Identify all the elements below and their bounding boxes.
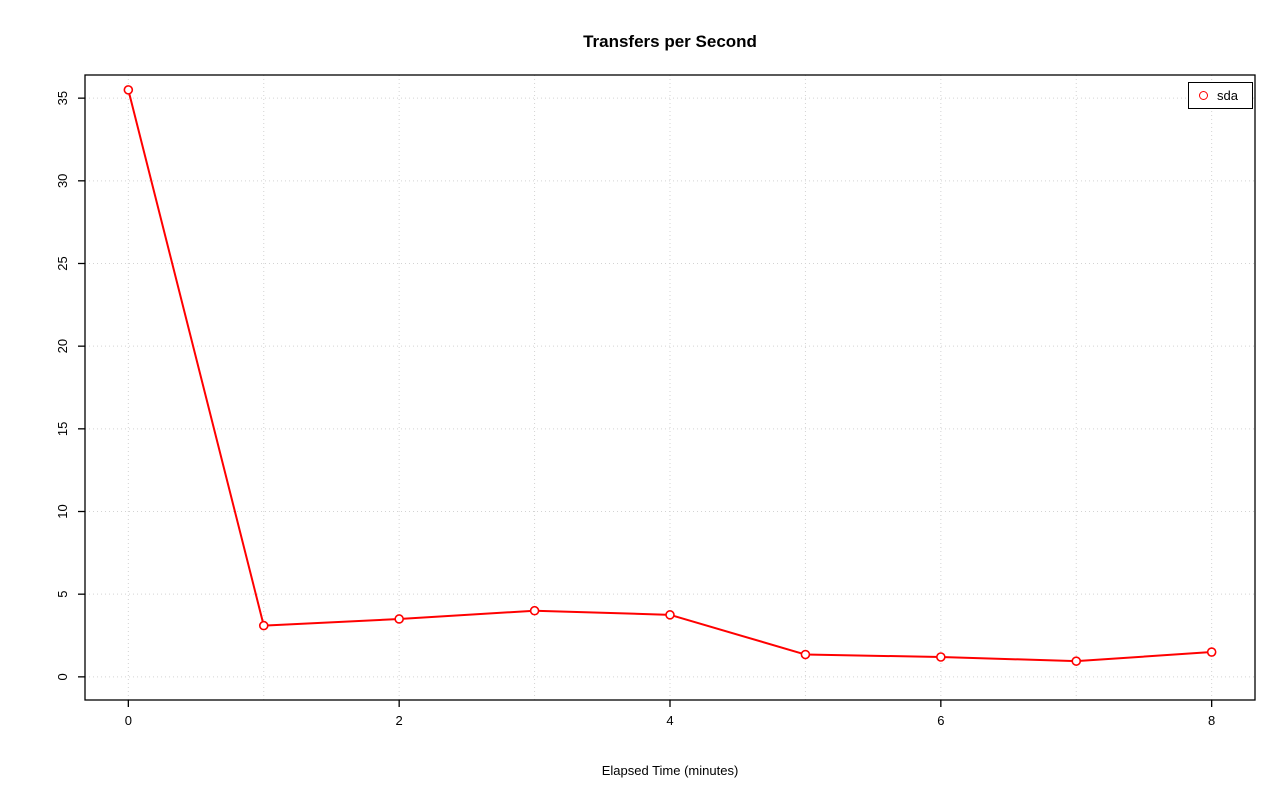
svg-text:6: 6 xyxy=(937,713,944,728)
legend-series-label: sda xyxy=(1217,88,1238,103)
svg-text:15: 15 xyxy=(55,422,70,436)
svg-text:4: 4 xyxy=(666,713,673,728)
legend: sda xyxy=(1188,82,1253,109)
svg-text:0: 0 xyxy=(125,713,132,728)
svg-text:10: 10 xyxy=(55,504,70,518)
svg-text:8: 8 xyxy=(1208,713,1215,728)
svg-text:5: 5 xyxy=(55,591,70,598)
svg-text:35: 35 xyxy=(55,91,70,105)
svg-text:2: 2 xyxy=(396,713,403,728)
svg-text:0: 0 xyxy=(55,673,70,680)
svg-text:30: 30 xyxy=(55,174,70,188)
svg-text:20: 20 xyxy=(55,339,70,353)
chart-title: Transfers per Second xyxy=(583,32,757,51)
svg-text:25: 25 xyxy=(55,256,70,270)
x-axis-label: Elapsed Time (minutes) xyxy=(601,763,739,778)
series-marker-icon xyxy=(1199,91,1209,100)
